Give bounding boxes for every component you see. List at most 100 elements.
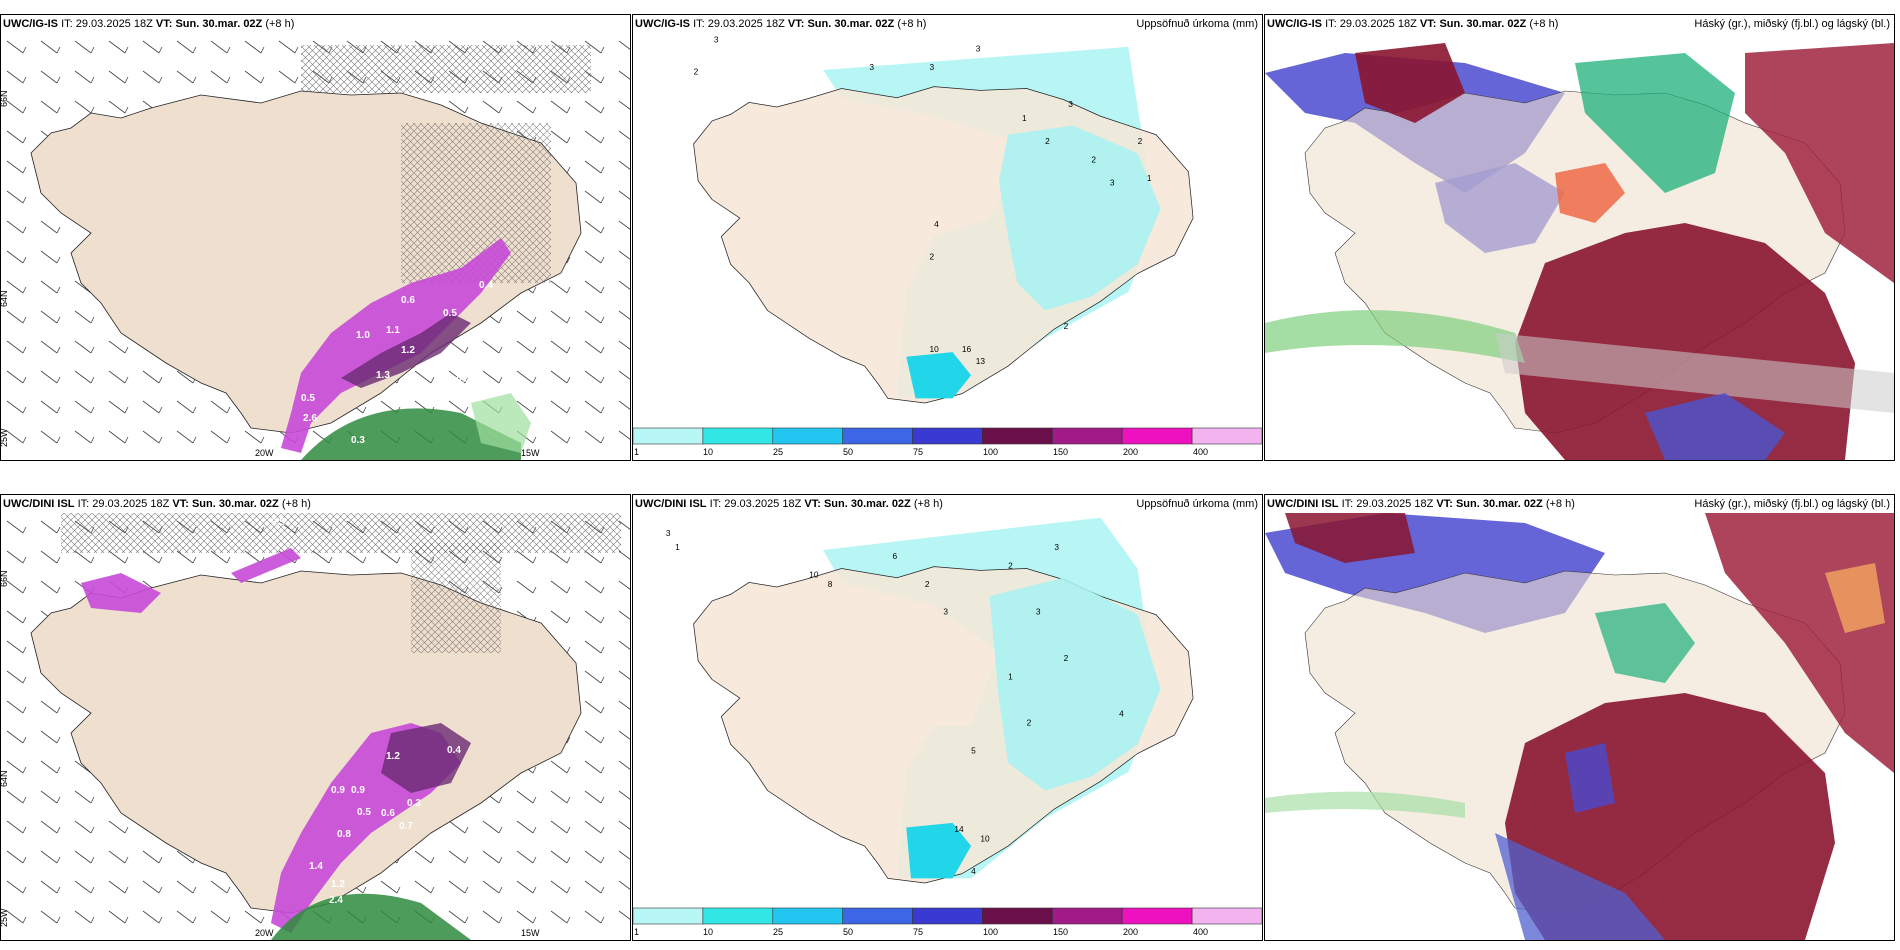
precip-values: 3 2 3 3 3 3 1 2 2 3 4 2 10 16 13 2 1 2 <box>694 34 1152 366</box>
precip-value: 2 <box>929 252 934 262</box>
precip-value: 1.1 <box>386 325 400 336</box>
precip-value: 0.3 <box>407 798 421 809</box>
precip-value: 13 <box>976 356 986 366</box>
lat-label: 25W <box>1 908 9 927</box>
precip-value: 0.6 <box>381 808 395 819</box>
colorbar-tick: 10 <box>703 447 713 457</box>
right-title: Háský (gr.), miðský (fj.bl.) og lágský (… <box>1694 18 1890 30</box>
lat-label: 25W <box>1 428 9 447</box>
precip-green-area <box>301 408 521 460</box>
colorbar-tick: 400 <box>1193 927 1208 937</box>
precip-value: 2 <box>1064 321 1069 331</box>
precip-strong-area <box>906 822 972 879</box>
panel-header: UWC/IG-IS IT: 29.03.2025 18Z VT: Sun. 30… <box>635 18 927 30</box>
panel-header: UWC/IG-IS IT: 29.03.2025 18Z VT: Sun. 30… <box>1267 18 1559 30</box>
lat-label: 66N <box>1 90 9 107</box>
precip-dark-area <box>341 313 471 388</box>
cloud-red-area <box>1515 223 1855 460</box>
precip-value: 0.4 <box>479 280 493 291</box>
cloud-cover-map <box>1265 33 1894 460</box>
precip-value: 4 <box>1119 709 1124 719</box>
colorbar-swatch <box>1051 907 1123 925</box>
colorbar-tick: 100 <box>983 447 998 457</box>
colorbar-tick: 25 <box>773 927 783 937</box>
colorbar-swatch <box>912 427 983 445</box>
colorbar-swatch <box>633 907 704 925</box>
panel-header: UWC/DINI ISL IT: 29.03.2025 18Z VT: Sun.… <box>635 498 943 510</box>
precip-value: 3 <box>976 44 981 54</box>
cloud-red-north <box>1285 513 1415 563</box>
lat-label: 64N <box>1 770 9 787</box>
hatch-cloud-north <box>301 45 591 93</box>
precip-value: 2 <box>1138 136 1143 146</box>
precip-values: 0.5 1.2 0.9 0.9 0.4 0.3 0.5 0.6 0.7 0.8 … <box>271 517 461 906</box>
colorbar-ticks: 1 10 25 50 75 100 150 200 400 <box>634 447 1208 457</box>
precip-value: 1.0 <box>356 330 370 341</box>
wind-precip-map: 66N 64N 25W 20W 15W 0.5 1.2 0.9 0.9 0.4 … <box>1 513 630 940</box>
precip-value: 2 <box>925 579 930 589</box>
precip-value: 3 <box>1036 607 1041 617</box>
precip-value: 1.3 <box>376 370 390 381</box>
colorbar-swatch <box>842 907 913 925</box>
cloud-blue-south <box>1495 833 1665 940</box>
precip-value: 0.4 <box>456 375 470 386</box>
colorbar-tick: 25 <box>773 447 783 457</box>
cloud-grey-band <box>1495 333 1894 413</box>
precip-green-area <box>271 893 471 940</box>
hatch-cloud-east <box>411 543 501 653</box>
colorbar-tick: 10 <box>703 927 713 937</box>
precip-value: 4 <box>934 219 939 229</box>
lon-label: 15W <box>521 928 540 938</box>
precip-value: 0.8 <box>337 829 351 840</box>
cloud-cover-map <box>1265 513 1894 940</box>
accum-precip-map: 3 1 6 2 2 3 10 8 3 3 2 1 4 5 14 10 4 2 <box>666 517 1194 884</box>
colorbar-swatch <box>772 427 844 445</box>
lon-label: 15W <box>521 448 540 458</box>
right-title: Háský (gr.), miðský (fj.bl.) og lágský (… <box>1694 498 1890 510</box>
colorbar-swatch <box>912 907 983 925</box>
lat-label: 66N <box>1 570 9 587</box>
colorbar-tick: 200 <box>1123 447 1138 457</box>
precip-value: 10 <box>809 570 819 580</box>
cloud-blue-south <box>1645 393 1785 460</box>
precip-strong-area <box>906 352 972 399</box>
precip-value: 0.7 <box>399 821 413 832</box>
panel-header: UWC/DINI ISL IT: 29.03.2025 18Z VT: Sun.… <box>3 498 311 510</box>
precip-value: 2 <box>1064 653 1069 663</box>
colorbar-tick: 200 <box>1123 927 1138 937</box>
precip-value: 1 <box>1147 173 1152 183</box>
precip-dark-area <box>381 723 471 793</box>
hatch-cloud-east <box>401 123 551 283</box>
colorbar-swatch <box>772 907 844 925</box>
precip-value: 3 <box>929 62 934 72</box>
cloud-green-area <box>1595 603 1695 683</box>
precip-value: 3 <box>714 34 719 44</box>
precip-value: 3 <box>1068 99 1073 109</box>
precip-value: 0.5 <box>357 807 371 818</box>
panel-r2-mid: UWC/DINI ISL IT: 29.03.2025 18Z VT: Sun.… <box>632 494 1263 941</box>
colorbar-tick: 150 <box>1053 447 1068 457</box>
precip-nw-patch <box>81 573 161 613</box>
colorbar-swatch <box>1191 907 1262 925</box>
precip-value: 1.2 <box>331 879 345 890</box>
precip-value: 2.6 <box>303 413 317 424</box>
colorbar-ticks: 1 10 25 50 75 100 150 200 400 <box>634 927 1208 937</box>
colorbar-swatch <box>1121 427 1193 445</box>
panel-header: UWC/DINI ISL IT: 29.03.2025 18Z VT: Sun.… <box>1267 498 1575 510</box>
colorbar-tick: 400 <box>1193 447 1208 457</box>
cloud-blue-west <box>1565 743 1615 813</box>
colorbar: 1 10 25 50 75 100 150 200 400 <box>633 907 1262 937</box>
colorbar-swatch <box>842 427 913 445</box>
colorbar-swatch <box>1051 427 1123 445</box>
cloud-red-north <box>1355 43 1465 123</box>
precip-value: 3 <box>943 607 948 617</box>
precip-value: 1 <box>1008 672 1013 682</box>
mid-title: Uppsöfnuð úrkoma (mm) <box>1136 498 1258 510</box>
precip-value: 1.2 <box>401 345 415 356</box>
cloud-red-east <box>1745 43 1894 283</box>
cloud-green-area <box>1575 53 1735 193</box>
precip-value: 4 <box>971 866 976 876</box>
accum-precip-map: 3 2 3 3 3 3 1 2 2 3 4 2 10 16 13 2 1 2 <box>693 34 1194 404</box>
wind-precip-map: 66N 64N 25W 20W 15W 0.4 0.5 0.6 1.0 1.1 … <box>1 33 630 460</box>
precip-value: 1 <box>675 542 680 552</box>
